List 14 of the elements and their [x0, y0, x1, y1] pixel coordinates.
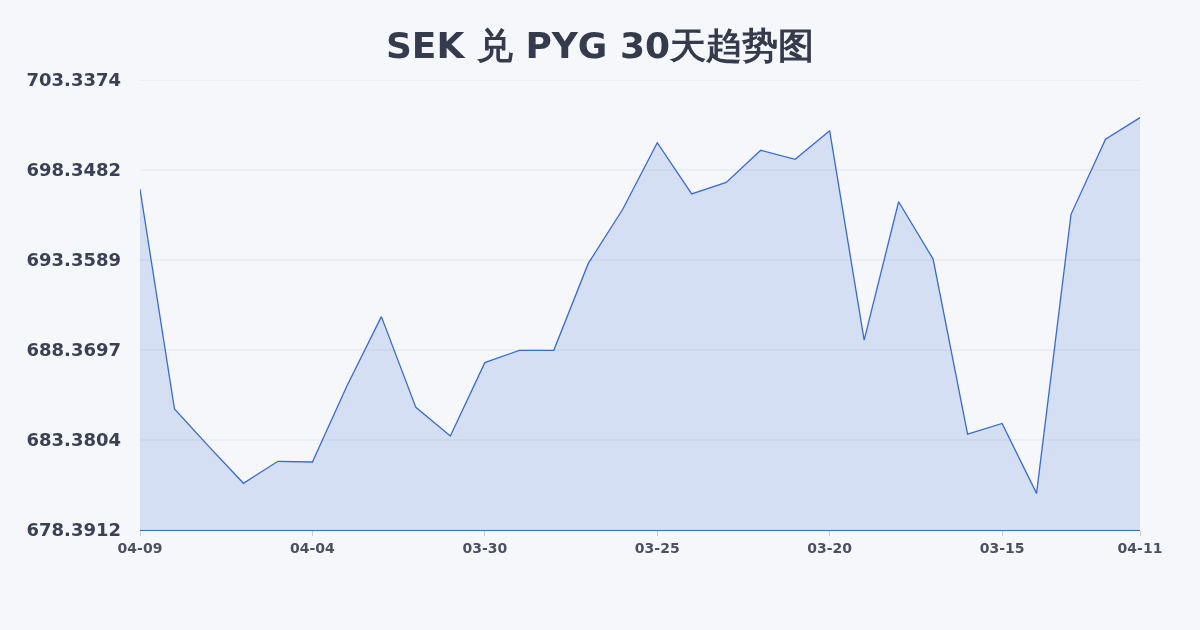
x-tick-label: 04-11 — [1117, 539, 1163, 556]
x-tick-label: 04-09 — [117, 539, 163, 556]
y-tick-label: 698.3482 — [26, 159, 121, 181]
y-tick-label: 688.3697 — [26, 339, 121, 361]
x-tick-label: 03-15 — [979, 539, 1025, 556]
x-tick-label: 03-25 — [634, 539, 680, 556]
x-tick-label: 03-20 — [807, 539, 853, 556]
x-tick-label: 04-04 — [290, 539, 336, 556]
y-tick-label: 703.3374 — [26, 69, 121, 91]
chart-title: SEK 兑 PYG 30天趋势图 — [385, 24, 815, 66]
y-tick-label: 683.3804 — [26, 429, 121, 451]
y-tick-label: 693.3589 — [26, 249, 121, 271]
y-tick-label: 678.3912 — [26, 519, 121, 541]
x-tick-label: 03-30 — [462, 539, 508, 556]
